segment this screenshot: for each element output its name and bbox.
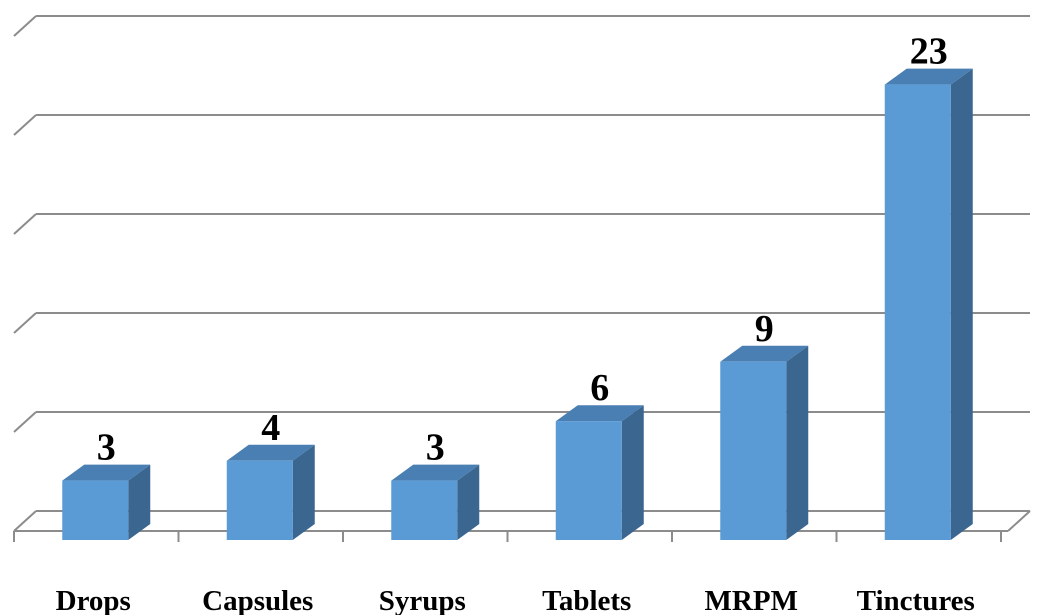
bar-top-face bbox=[226, 444, 315, 461]
gridline-side-5 bbox=[13, 411, 37, 433]
bar-top-face bbox=[391, 464, 480, 481]
bar-side-face bbox=[950, 68, 973, 540]
bar-front-face bbox=[62, 480, 129, 540]
bar-top-face bbox=[555, 405, 644, 422]
gridline-side-20 bbox=[13, 114, 37, 136]
category-axis bbox=[13, 530, 1008, 542]
category-label: MRPM bbox=[705, 585, 798, 615]
bar-front-face bbox=[226, 460, 293, 540]
category-label: Capsules bbox=[202, 585, 313, 615]
bar-syrups bbox=[391, 464, 480, 540]
gridline-side-15 bbox=[13, 213, 37, 235]
bar-front-face bbox=[884, 84, 951, 540]
gridline-side-25 bbox=[13, 15, 37, 37]
data-label: 23 bbox=[910, 31, 948, 73]
data-labels: 3 4 3 6 9 23 bbox=[97, 31, 948, 469]
data-label: 3 bbox=[97, 427, 116, 469]
category-label: Tablets bbox=[542, 585, 631, 615]
data-label: 6 bbox=[590, 367, 609, 409]
category-label: Tinctures bbox=[857, 585, 975, 615]
category-label: Syrups bbox=[379, 585, 466, 615]
bar-side-face bbox=[292, 444, 315, 540]
floor-right-edge bbox=[1007, 510, 1031, 532]
bar-top-face bbox=[884, 68, 973, 85]
bar-side-face bbox=[128, 464, 151, 540]
category-labels: Drops Capsules Syrups Tablets MRPM Tinctures bbox=[56, 585, 975, 615]
bar-top-face bbox=[62, 464, 151, 481]
bars bbox=[62, 68, 973, 540]
data-label: 3 bbox=[426, 427, 445, 469]
category-label: Drops bbox=[56, 585, 131, 615]
gridline-side-0 bbox=[13, 510, 37, 532]
bar-front-face bbox=[555, 421, 622, 540]
bar-top-face bbox=[720, 345, 809, 362]
bar-side-face bbox=[786, 345, 809, 540]
gridlines bbox=[13, 15, 1031, 532]
bar-capsules bbox=[226, 444, 315, 540]
bar-mrpm bbox=[720, 345, 809, 540]
bar-tinctures bbox=[884, 68, 973, 540]
data-label: 4 bbox=[261, 407, 280, 449]
bar-front-face bbox=[720, 361, 787, 540]
data-label: 9 bbox=[755, 308, 774, 350]
gridline-side-10 bbox=[13, 312, 37, 334]
bar-tablets bbox=[555, 405, 644, 540]
bar-front-face bbox=[391, 480, 458, 540]
bar-drops bbox=[62, 464, 151, 540]
bar-side-face bbox=[621, 405, 644, 540]
bar-side-face bbox=[457, 464, 480, 540]
